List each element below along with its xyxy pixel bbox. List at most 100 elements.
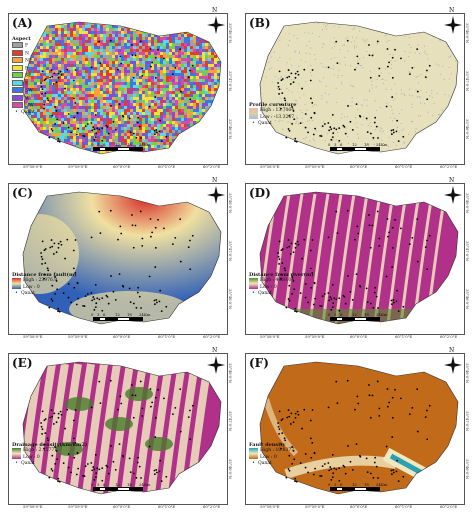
qanat-point — [327, 292, 330, 294]
qanat-point — [333, 127, 336, 130]
qanat-point — [294, 416, 297, 419]
qanat-point — [411, 66, 414, 69]
latitude-label: 35°47'0"N — [465, 241, 470, 262]
qanat-point — [426, 438, 429, 441]
qanat-point — [358, 284, 361, 287]
qanat-point — [365, 457, 368, 460]
qanat-point — [135, 476, 138, 479]
qanat-point — [280, 107, 282, 110]
qanat-point — [338, 297, 341, 300]
qanat-point — [157, 218, 159, 221]
qanat-point — [51, 299, 54, 302]
qanat-point — [343, 125, 346, 128]
qanat-point — [55, 110, 58, 112]
qanat-point — [358, 114, 361, 117]
longitude-label: 60°0'0"E — [350, 164, 368, 169]
map-panel: (E) N Drainage density(km/km2) High : 2.157… — [3, 345, 233, 511]
qanat-point — [284, 269, 287, 272]
legend-low: Low : 0 — [23, 455, 40, 460]
qanat-point — [331, 283, 334, 286]
qanat-point — [291, 276, 293, 278]
qanat-point — [174, 236, 177, 239]
qanat-point — [281, 78, 284, 80]
qanat-point — [277, 252, 279, 254]
qanat-point — [327, 66, 330, 69]
qanat-point — [189, 268, 192, 271]
legend-high: High : 13.7064 — [260, 108, 295, 113]
qanat-point — [93, 468, 96, 471]
map-frame: (C) N Distance from fault(m) High : 23976.9… — [8, 177, 228, 335]
qanat-point — [57, 242, 60, 245]
qanat-point — [92, 126, 95, 128]
qanat-point — [132, 416, 135, 419]
qanat-point — [99, 232, 102, 234]
qanat-point — [117, 238, 119, 241]
longitude-label: 60°1'0"E — [395, 334, 413, 339]
qanat-point — [397, 480, 400, 483]
qanat-point — [107, 302, 110, 305]
qanat-point — [67, 113, 70, 115]
qanat-point — [158, 300, 161, 303]
qanat-point — [44, 262, 47, 265]
qanat-point — [297, 243, 300, 246]
qanat-point — [72, 249, 75, 252]
qanat-point — [40, 252, 42, 254]
scale-tick: 0 — [328, 142, 331, 147]
qanat-point — [179, 90, 182, 93]
panel-label: (A) — [12, 16, 33, 30]
qanat-point — [94, 306, 97, 309]
scale-tick: 3 — [334, 312, 337, 317]
qanat-point — [373, 461, 376, 464]
qanat-point — [118, 273, 121, 276]
qanat-point — [323, 123, 326, 125]
scale-tick: 12 — [115, 482, 120, 487]
qanat-point — [355, 103, 358, 106]
qanat-point — [90, 292, 93, 294]
qanat-point — [416, 90, 419, 93]
qanat-point — [329, 296, 332, 298]
qanat-point — [40, 422, 42, 424]
qanat-point — [153, 303, 156, 306]
qanat-point — [369, 246, 372, 249]
qanat-point — [114, 468, 117, 471]
qanat-point — [62, 122, 65, 125]
qanat-point — [327, 122, 330, 124]
qanat-point — [93, 308, 96, 311]
qanat-point — [43, 273, 46, 276]
qanat-point — [289, 83, 292, 85]
qanat-point — [310, 286, 313, 289]
qanat-point — [43, 103, 46, 106]
qanat-point — [41, 258, 44, 261]
qanat-point — [291, 106, 293, 108]
map-frame: (F) N Fault density High : 10.8377 Low : 0 • Q… — [245, 347, 465, 505]
qanat-point — [328, 129, 331, 132]
qanat-point — [76, 451, 79, 454]
qanat-point — [357, 62, 360, 65]
qanat-point — [55, 251, 58, 254]
longitude-label: 60°2'0"E — [203, 164, 221, 169]
qanat-point — [96, 467, 99, 470]
qanat-point — [98, 468, 101, 471]
qanat-point — [135, 136, 138, 139]
latitude-label: 35°47'0"N — [465, 71, 470, 92]
qanat-point — [90, 406, 93, 409]
qanat-point — [128, 457, 131, 460]
qanat-point — [411, 236, 414, 239]
qanat-point — [101, 467, 104, 470]
qanat-point — [140, 477, 142, 479]
qanat-point — [387, 405, 389, 408]
qanat-point — [171, 413, 174, 416]
qanat-point — [187, 416, 190, 419]
qanat-point — [368, 384, 370, 386]
qanat-point — [84, 125, 87, 128]
qanat-point — [424, 416, 427, 419]
qanat-point — [43, 107, 45, 110]
map-legend: Aspect F N NE E SE S SW W NW • Qanat — [12, 36, 35, 116]
qanat-point — [54, 106, 56, 108]
qanat-point — [355, 273, 358, 276]
qanat-point — [288, 454, 291, 457]
qanat-point — [307, 471, 309, 474]
latitude-label: 35°47'0"N — [465, 411, 470, 432]
qanat-point — [105, 294, 108, 297]
qanat-point — [57, 246, 60, 249]
